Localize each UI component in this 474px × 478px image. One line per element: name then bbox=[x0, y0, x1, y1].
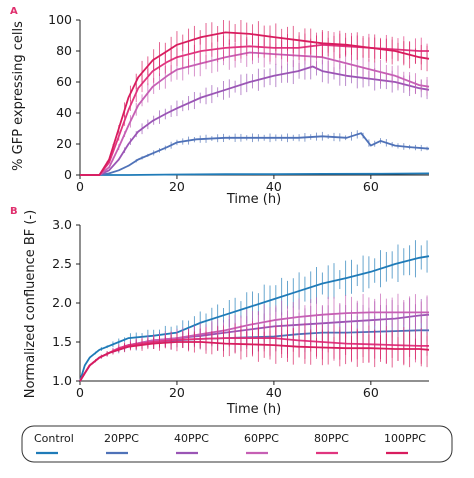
panel-b-xtick-label: 20 bbox=[169, 385, 185, 400]
series-line-80ppc bbox=[80, 43, 429, 176]
panel-b-ylabel: Normalized confluence BF (-) bbox=[23, 210, 38, 399]
panel-a-ytick-label: 80 bbox=[56, 43, 72, 58]
panel-a: A % GFP expressing cells Time (h) 0 20 40 6… bbox=[10, 6, 430, 207]
panel-a-letter: A bbox=[10, 6, 18, 17]
series-line-control bbox=[79, 255, 430, 382]
panel-b-xtick-label: 0 bbox=[76, 385, 84, 400]
series-line-60ppc bbox=[80, 51, 430, 176]
legend-label-40ppc: 40PPC bbox=[174, 432, 209, 445]
panel-a-xtick-label: 40 bbox=[266, 179, 282, 194]
panel-a-ytick-label: 0 bbox=[64, 167, 72, 182]
panel-a-xtick-label: 20 bbox=[169, 179, 185, 194]
legend-label-60ppc: 60PPC bbox=[244, 432, 279, 445]
legend-label-80ppc: 80PPC bbox=[314, 432, 349, 445]
series-line-control bbox=[80, 172, 430, 176]
panel-b-series-group bbox=[79, 240, 430, 382]
panel-a-xtick-label: 60 bbox=[363, 179, 379, 194]
panel-a-xtick-label: 0 bbox=[76, 179, 84, 194]
panel-b-ytick-label: 1.0 bbox=[52, 373, 72, 388]
panel-b-letter: B bbox=[10, 206, 18, 217]
panel-b-xlabel: Time (h) bbox=[226, 402, 281, 417]
legend-label-100ppc: 100PPC bbox=[384, 432, 426, 445]
panel-a-series-group bbox=[80, 20, 430, 176]
panel-b-ytick-label: 1.5 bbox=[52, 334, 72, 349]
legend-label-20ppc: 20PPC bbox=[104, 432, 139, 445]
panel-b-axes: 1.0 1.5 2.0 2.5 3.0 0 20 40 60 bbox=[52, 217, 429, 400]
panel-b: B Normalized confluence BF (-) Time (h) … bbox=[10, 206, 430, 417]
panel-b-ytick-label: 3.0 bbox=[52, 217, 72, 232]
series-line-20ppc bbox=[80, 132, 430, 176]
series-line-40ppc bbox=[80, 65, 430, 176]
panel-b-ytick-label: 2.5 bbox=[52, 256, 72, 271]
legend: Control 20PPC 40PPC 60PPC 80PPC 100PPC bbox=[21, 425, 453, 463]
series-line-100ppc bbox=[80, 31, 430, 176]
panel-b-xtick-label: 40 bbox=[266, 385, 282, 400]
panel-b-ytick-label: 2.0 bbox=[52, 295, 72, 310]
legend-label-control: Control bbox=[34, 432, 74, 445]
legend-items: Control 20PPC 40PPC 60PPC 80PPC 100PPC bbox=[34, 432, 426, 455]
panel-a-axes: 0 20 40 60 80 100 0 20 40 60 bbox=[48, 12, 429, 194]
panel-a-ytick-label: 60 bbox=[56, 74, 72, 89]
panel-a-ytick-label: 40 bbox=[56, 105, 72, 120]
panel-a-ytick-label: 20 bbox=[56, 136, 72, 151]
panel-b-xtick-label: 60 bbox=[363, 385, 379, 400]
panel-a-ylabel: % GFP expressing cells bbox=[11, 21, 26, 171]
panel-a-ytick-label: 100 bbox=[48, 12, 72, 27]
panel-a-xlabel: Time (h) bbox=[226, 192, 281, 207]
series-line-100ppc bbox=[79, 341, 430, 382]
legend-box bbox=[21, 425, 453, 463]
